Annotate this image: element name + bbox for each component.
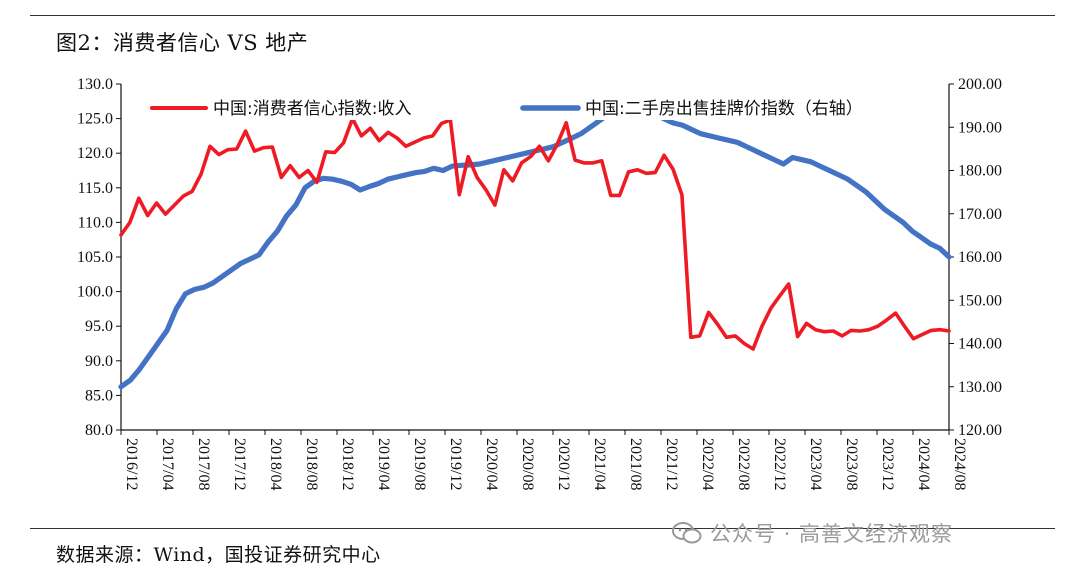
x-tick-label: 2019/12: [447, 438, 464, 490]
series-layer: [118, 105, 952, 390]
bottom-rule: [30, 528, 1055, 529]
watermark-text: 公众号 · 高善文经济观察: [710, 522, 954, 546]
x-tick-label: 2023/12: [879, 438, 896, 490]
x-tick-label: 2018/12: [339, 438, 356, 490]
x-tick-label: 2023/04: [807, 438, 824, 490]
x-tick-label: 2024/08: [951, 438, 968, 490]
x-tick-label: 2019/08: [411, 438, 428, 490]
watermark: 公众号 · 高善文经济观察: [672, 518, 953, 548]
right-tick-label: 180.00: [958, 163, 1002, 180]
x-tick-label: 2020/04: [483, 438, 500, 490]
left-tick-label: 130.0: [77, 76, 113, 93]
x-tick-label: 2019/04: [375, 438, 392, 490]
left-tick-label: 95.0: [85, 318, 113, 335]
right-tick-label: 200.00: [958, 76, 1002, 93]
legend-label: 中国:消费者信心指数:收入: [213, 99, 411, 119]
x-tick-label: 2017/08: [195, 438, 212, 490]
left-tick-label: 110.0: [78, 214, 113, 231]
legend-background: [519, 96, 942, 120]
right-tick-label: 150.00: [958, 292, 1002, 309]
line-chart: 80.0 85.0 90.0 95.0 100.0 105.0 110.0 115.0 120.…: [77, 76, 1002, 490]
wechat-icon: [672, 521, 702, 545]
legend: 中国:消费者信心指数:收入 中国:二手房出售挂牌价指数（右轴）: [148, 96, 942, 120]
x-tick-label: 2020/12: [555, 438, 572, 490]
legend-label: 中国:二手房出售挂牌价指数（右轴）: [585, 99, 863, 119]
x-tick-label: 2022/04: [699, 438, 716, 490]
left-tick-label: 120.0: [77, 145, 113, 162]
right-tick-label: 120.00: [958, 422, 1002, 439]
right-tick-label: 130.00: [958, 379, 1002, 396]
right-tick-label: 140.00: [958, 336, 1002, 353]
x-tick-label: 2018/04: [267, 438, 284, 490]
x-tick-label: 2021/04: [591, 438, 608, 490]
x-tick-label: 2022/08: [735, 438, 752, 490]
x-tick-label: 2021/12: [663, 438, 680, 490]
left-tick-label: 80.0: [85, 422, 113, 439]
series-line-consumer-confidence: [119, 116, 951, 351]
left-tick-label: 105.0: [77, 249, 113, 266]
left-tick-label: 100.0: [77, 284, 113, 301]
left-tick-label: 90.0: [85, 353, 113, 370]
right-tick-label: 160.00: [958, 249, 1002, 266]
legend-item-housing-index: 中国:二手房出售挂牌价指数（右轴）: [519, 96, 942, 120]
left-tick-label: 125.0: [77, 111, 113, 128]
figure-title: 图2：消费者信心 VS 地产: [56, 31, 309, 55]
x-tick-label: 2021/08: [627, 438, 644, 490]
source-note: 数据来源：Wind，国投证券研究中心: [56, 544, 381, 566]
x-tick-label: 2023/08: [843, 438, 860, 490]
right-tick-label: 190.00: [958, 119, 1002, 136]
x-tick-label: 2017/12: [231, 438, 248, 490]
x-tick-label: 2016/12: [123, 438, 140, 490]
left-tick-label: 85.0: [85, 387, 113, 404]
left-tick-label: 115.0: [78, 180, 113, 197]
x-tick-label: 2020/08: [519, 438, 536, 490]
x-tick-label: 2024/04: [915, 438, 932, 490]
x-tick-label: 2017/04: [159, 438, 176, 490]
top-rule: [30, 15, 1055, 16]
x-tick-label: 2022/12: [771, 438, 788, 490]
axes: 80.0 85.0 90.0 95.0 100.0 105.0 110.0 115.0 120.…: [77, 76, 1002, 490]
right-tick-label: 170.00: [958, 206, 1002, 223]
legend-item-consumer-confidence: 中国:消费者信心指数:收入: [148, 96, 470, 120]
x-tick-label: 2018/08: [303, 438, 320, 490]
